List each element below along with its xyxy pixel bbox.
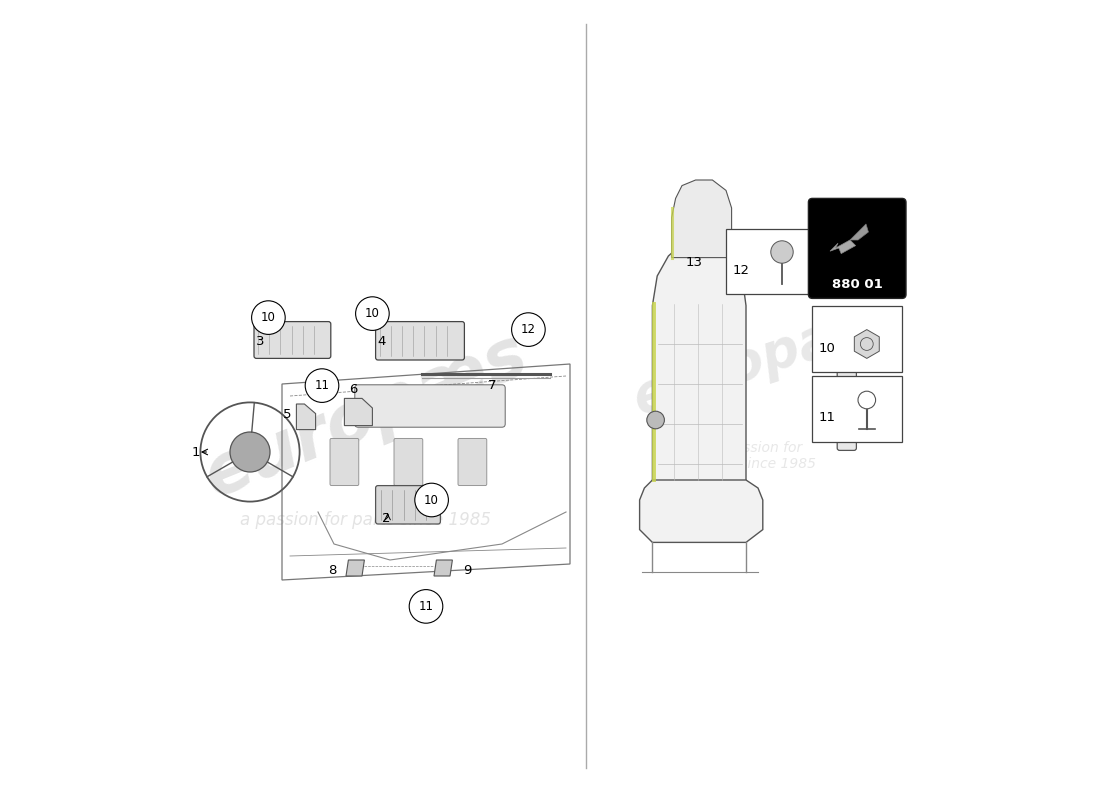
Text: a passion for
parts since 1985: a passion for parts since 1985 <box>700 441 816 471</box>
Polygon shape <box>434 560 452 576</box>
Text: 12: 12 <box>521 323 536 336</box>
FancyBboxPatch shape <box>330 438 359 486</box>
FancyBboxPatch shape <box>813 306 902 372</box>
Circle shape <box>512 313 546 346</box>
Text: 10: 10 <box>818 342 836 354</box>
FancyBboxPatch shape <box>375 322 464 360</box>
Text: europæs: europæs <box>195 321 538 511</box>
FancyBboxPatch shape <box>813 376 902 442</box>
FancyBboxPatch shape <box>837 350 857 450</box>
Circle shape <box>647 411 664 429</box>
Circle shape <box>409 590 443 623</box>
Text: 4: 4 <box>377 335 386 348</box>
Polygon shape <box>344 398 373 426</box>
Polygon shape <box>639 480 762 542</box>
Text: a passion for parts since 1985: a passion for parts since 1985 <box>241 511 492 529</box>
Polygon shape <box>652 237 746 516</box>
FancyBboxPatch shape <box>808 198 906 298</box>
Text: 1: 1 <box>191 446 200 458</box>
FancyBboxPatch shape <box>375 486 440 524</box>
Text: 10: 10 <box>365 307 380 320</box>
Polygon shape <box>855 330 879 358</box>
Circle shape <box>415 483 449 517</box>
Text: 10: 10 <box>261 311 276 324</box>
FancyBboxPatch shape <box>254 322 331 358</box>
Text: 13: 13 <box>685 256 703 269</box>
Text: 2: 2 <box>382 512 390 525</box>
Polygon shape <box>830 240 856 254</box>
Polygon shape <box>850 224 868 240</box>
Circle shape <box>230 432 270 472</box>
Text: 11: 11 <box>418 600 433 613</box>
Text: 11: 11 <box>818 411 836 424</box>
Circle shape <box>771 241 793 263</box>
Text: 10: 10 <box>425 494 439 506</box>
Text: 9: 9 <box>463 564 472 577</box>
Polygon shape <box>296 404 316 430</box>
Circle shape <box>252 301 285 334</box>
FancyBboxPatch shape <box>394 438 422 486</box>
Circle shape <box>355 297 389 330</box>
Text: 12: 12 <box>733 264 749 277</box>
Text: 5: 5 <box>284 408 292 421</box>
Text: 7: 7 <box>488 379 496 392</box>
Text: 14: 14 <box>854 386 870 398</box>
Text: 11: 11 <box>315 379 330 392</box>
Text: 8: 8 <box>328 564 337 577</box>
Text: 880 01: 880 01 <box>832 278 882 291</box>
FancyBboxPatch shape <box>458 438 487 486</box>
Polygon shape <box>672 180 732 258</box>
FancyBboxPatch shape <box>355 385 505 427</box>
Polygon shape <box>346 560 364 576</box>
Text: 3: 3 <box>256 335 265 348</box>
Circle shape <box>305 369 339 402</box>
Text: 6: 6 <box>349 383 358 396</box>
Text: europæs: europæs <box>626 295 890 425</box>
FancyBboxPatch shape <box>726 229 815 294</box>
